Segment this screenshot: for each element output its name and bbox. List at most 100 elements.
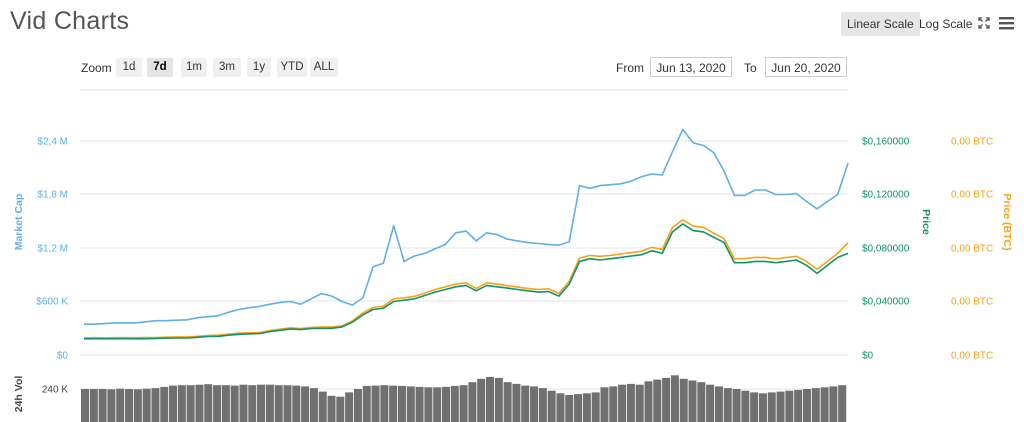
volume-bar xyxy=(133,389,142,422)
volume-bar xyxy=(107,389,116,422)
volume-bar xyxy=(486,377,495,422)
volume-bar xyxy=(741,390,750,422)
volume-bar xyxy=(547,390,556,422)
volume-bar xyxy=(688,380,697,422)
volume-bar xyxy=(723,388,732,422)
volume-bar xyxy=(116,388,125,422)
volume-bar xyxy=(670,375,679,422)
price-tick-label: $0 xyxy=(862,351,874,362)
volume-bar xyxy=(644,381,653,422)
volume-bar xyxy=(441,386,450,422)
volume-bar xyxy=(530,386,539,422)
price-btc-tick-label: 0,00 BTC xyxy=(951,297,993,308)
volume-bar xyxy=(98,389,107,422)
volume-bar xyxy=(450,385,459,422)
zoom-button-all[interactable]: ALL xyxy=(310,58,338,77)
volume-bar xyxy=(336,396,345,422)
price-btc-series-line xyxy=(83,219,849,339)
volume-bar xyxy=(248,385,257,422)
volume-bar xyxy=(679,378,688,422)
volume-bar xyxy=(221,385,230,422)
market-cap-tick-label: $2,4 M xyxy=(37,137,68,148)
volume-bar xyxy=(151,388,160,422)
volume-bar xyxy=(327,395,336,422)
market-cap-tick-label: $0 xyxy=(57,351,69,362)
volume-bar xyxy=(838,385,847,422)
volume-bar xyxy=(477,378,486,422)
volume-bar xyxy=(433,387,442,422)
volume-bar xyxy=(626,383,635,422)
hamburger-menu-icon[interactable] xyxy=(999,16,1014,30)
from-date-input[interactable]: Jun 13, 2020 xyxy=(650,57,732,77)
volume-bar xyxy=(459,385,468,422)
from-label: From xyxy=(616,61,644,75)
zoom-button-1d[interactable]: 1d xyxy=(116,58,142,77)
market-cap-axis-title: Market Cap xyxy=(13,194,25,251)
zoom-button-ytd[interactable]: YTD xyxy=(277,58,307,77)
volume-bar xyxy=(662,377,671,422)
volume-bar xyxy=(415,386,424,422)
price-btc-tick-label: 0,00 BTC xyxy=(951,351,993,362)
volume-bar xyxy=(706,384,715,422)
volume-bar xyxy=(635,384,644,422)
volume-bar xyxy=(600,387,609,422)
volume-bar xyxy=(538,388,547,422)
volume-bar xyxy=(820,387,829,422)
volume-bar xyxy=(301,386,310,422)
volume-bar xyxy=(653,379,662,422)
volume-bar xyxy=(767,392,776,422)
volume-bar xyxy=(802,389,811,422)
price-series-line xyxy=(83,223,849,340)
price-tick-label: $0,160000 xyxy=(862,137,910,148)
volume-bar xyxy=(371,385,380,422)
volume-bar xyxy=(424,387,433,422)
volume-bar xyxy=(204,384,213,422)
price-axis-title: Price xyxy=(920,209,932,235)
fullscreen-icon[interactable] xyxy=(978,17,990,29)
volume-bar xyxy=(785,390,794,422)
volume-bar xyxy=(380,385,389,422)
price-tick-label: $0,120000 xyxy=(862,190,910,201)
volume-bar xyxy=(794,389,803,422)
volume-bar xyxy=(750,392,759,422)
volume-bar xyxy=(591,392,600,422)
price-btc-tick-label: 0,00 BTC xyxy=(951,244,993,255)
volume-bar xyxy=(556,393,565,422)
volume-bar xyxy=(195,384,204,422)
volume-bar xyxy=(829,386,838,422)
price-btc-tick-label: 0,00 BTC xyxy=(951,137,993,148)
volume-bar xyxy=(213,385,222,422)
zoom-button-1m[interactable]: 1m xyxy=(181,58,207,77)
linear-scale-button[interactable]: Linear Scale xyxy=(841,12,920,36)
zoom-button-1y[interactable]: 1y xyxy=(247,58,271,77)
volume-bar xyxy=(565,395,574,422)
volume-bar xyxy=(758,393,767,422)
volume-bar xyxy=(274,385,283,422)
volume-bar xyxy=(283,385,292,422)
volume-bar xyxy=(177,385,186,422)
price-tick-label: $0,080000 xyxy=(862,244,910,255)
volume-bar xyxy=(318,391,327,422)
volume-bar xyxy=(521,385,530,422)
zoom-button-7d[interactable]: 7d xyxy=(147,58,173,77)
log-scale-button[interactable]: Log Scale xyxy=(919,17,973,31)
volume-bar xyxy=(160,386,169,422)
volume-bar xyxy=(142,388,151,422)
volume-bar xyxy=(609,386,618,422)
volume-bar xyxy=(574,394,583,422)
volume-bar xyxy=(257,384,266,422)
zoom-button-3m[interactable]: 3m xyxy=(213,58,241,77)
page-title: Vid Charts xyxy=(10,7,130,35)
volume-bar xyxy=(345,392,354,422)
volume-bar xyxy=(169,385,178,422)
volume-bar xyxy=(697,382,706,422)
volume-axis-title: 24h Vol xyxy=(13,376,25,413)
volume-bar xyxy=(732,389,741,422)
volume-bar xyxy=(512,383,521,422)
to-date-input[interactable]: Jun 20, 2020 xyxy=(765,57,847,77)
volume-bar xyxy=(503,382,512,422)
market-cap-tick-label: $600 K xyxy=(36,297,68,308)
to-label: To xyxy=(744,61,757,75)
volume-bar xyxy=(582,393,591,422)
volume-bar xyxy=(468,382,477,422)
